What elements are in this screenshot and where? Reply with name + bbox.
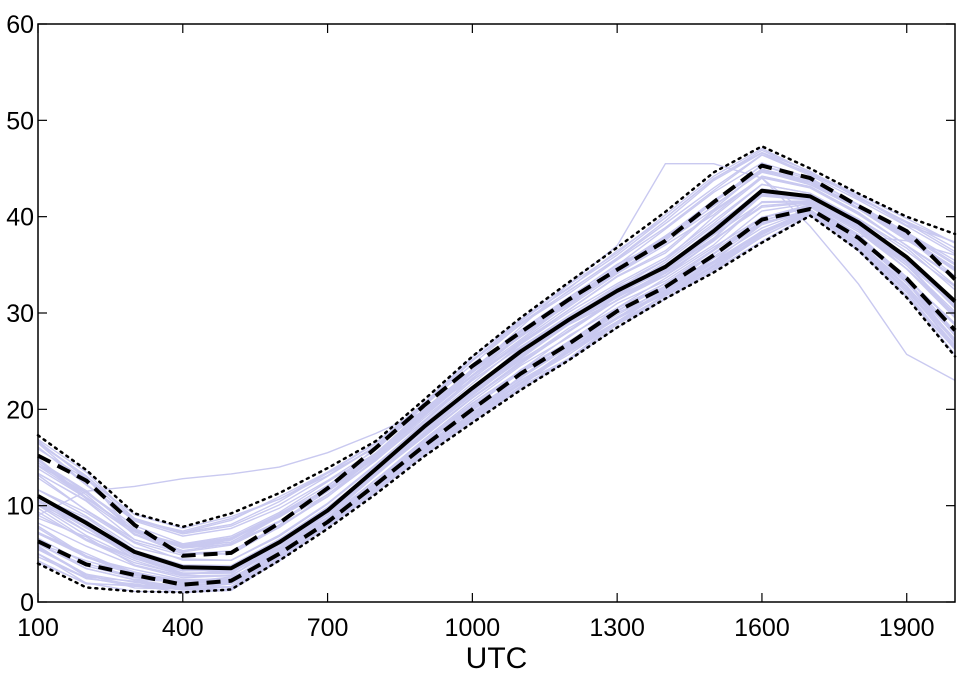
ensemble-member-line <box>37 152 956 534</box>
y-tick-label: 20 <box>6 396 34 424</box>
upper-outer-line <box>36 145 957 529</box>
y-tick-labels: 0 10 20 30 40 50 60 <box>6 11 34 617</box>
median-line <box>37 188 957 571</box>
ensemble-member-line <box>37 194 956 575</box>
ensemble-member-line <box>37 170 956 549</box>
plot-area-frame <box>37 23 956 603</box>
ensemble-member-line <box>37 203 956 582</box>
x-tick-labels: 100 400 700 1000 1300 1600 1900 <box>17 614 934 642</box>
ensemble-member-line <box>37 201 956 576</box>
y-tick-label: 30 <box>6 300 34 328</box>
ensemble-member-line <box>37 211 956 591</box>
ensemble-member-line <box>37 202 956 577</box>
ensemble-member-line <box>37 214 956 591</box>
ensemble-member-line <box>37 154 956 537</box>
upper-inner-line <box>37 163 957 558</box>
y-tick-label: 0 <box>20 589 34 617</box>
ensemble-member-line <box>37 205 956 581</box>
y-tick-label: 40 <box>6 204 34 232</box>
y-tick-label: 10 <box>6 493 34 521</box>
ensemble-member-line <box>37 209 956 583</box>
y-tick-label: 60 <box>6 11 34 39</box>
y-tick-label: 50 <box>6 107 34 135</box>
ensemble-member-line <box>37 192 956 572</box>
x-tick-label: 700 <box>307 614 349 642</box>
ensemble-member-line <box>37 177 956 555</box>
x-tick-label: 1000 <box>445 614 501 642</box>
x-tick-label: 100 <box>17 614 59 642</box>
ensemble-member-line <box>37 147 956 530</box>
x-tick-label: 1300 <box>589 614 645 642</box>
ensemble-member-line <box>37 153 956 535</box>
x-axis-label: UTC <box>466 642 528 675</box>
lower-inner-line <box>37 207 957 587</box>
x-tick-label: 400 <box>162 614 204 642</box>
axis-ticks <box>37 23 955 603</box>
statistic-lines <box>36 145 957 594</box>
x-tick-label: 1600 <box>734 614 790 642</box>
x-tick-label: 1900 <box>879 614 935 642</box>
ensemble-member-line <box>37 202 956 579</box>
ensemble-member-line <box>37 194 956 570</box>
